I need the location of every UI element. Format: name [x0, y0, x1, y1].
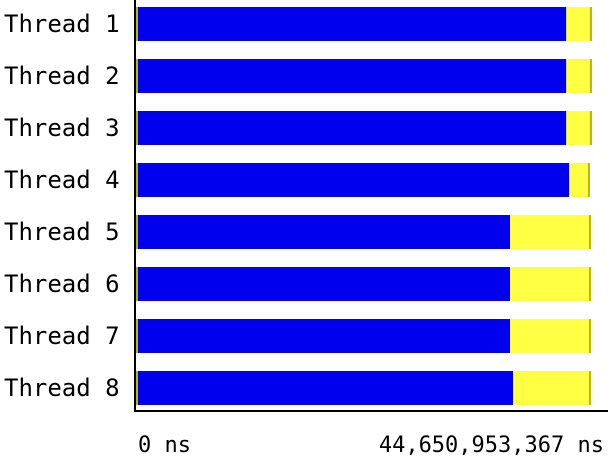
- row-end-marker: [588, 267, 591, 301]
- thread-label: Thread 1: [4, 10, 120, 38]
- busy-segment-bar: [136, 215, 511, 249]
- busy-segment-bar: [136, 163, 570, 197]
- row-start-marker: [136, 111, 138, 145]
- row-end-marker: [588, 371, 591, 405]
- row-start-marker: [136, 215, 138, 249]
- thread-row: Thread 2: [4, 59, 592, 93]
- thread-rows: Thread 1 Thread 2 Thread 3 Thread 4 Thread 5…: [4, 7, 592, 405]
- idle-segment-bar: [566, 111, 592, 145]
- thread-label: Thread 2: [4, 62, 120, 90]
- row-end-marker: [588, 215, 591, 249]
- row-end-marker: [589, 7, 592, 41]
- thread-label: Thread 6: [4, 270, 120, 298]
- x-tick-label-end: 44,650,953,367 ns: [379, 433, 604, 458]
- thread-row: Thread 3: [4, 111, 592, 145]
- busy-segment-bar: [136, 111, 567, 145]
- thread-label: Thread 7: [4, 322, 120, 350]
- idle-segment-bar: [510, 215, 591, 249]
- thread-label: Thread 5: [4, 218, 120, 246]
- row-start-marker: [136, 267, 138, 301]
- thread-row: Thread 5: [4, 215, 591, 249]
- row-end-marker: [589, 59, 592, 93]
- idle-segment-bar: [510, 319, 591, 353]
- idle-segment-bar: [566, 59, 592, 93]
- row-start-marker: [136, 7, 138, 41]
- idle-segment-bar: [513, 371, 591, 405]
- busy-segment-bar: [136, 371, 514, 405]
- thread-label: Thread 8: [4, 374, 120, 402]
- x-tick-label-start: 0 ns: [138, 433, 191, 458]
- idle-segment-bar: [569, 163, 590, 197]
- row-end-marker: [587, 163, 590, 197]
- thread-row: Thread 8: [4, 371, 591, 405]
- busy-segment-bar: [136, 7, 567, 41]
- thread-row: Thread 6: [4, 267, 591, 301]
- row-end-marker: [589, 111, 592, 145]
- idle-segment-bar: [510, 267, 591, 301]
- busy-segment-bar: [136, 267, 511, 301]
- busy-segment-bar: [136, 59, 567, 93]
- row-start-marker: [136, 371, 138, 405]
- busy-segment-bar: [136, 319, 511, 353]
- thread-row: Thread 4: [4, 163, 590, 197]
- thread-row: Thread 7: [4, 319, 591, 353]
- thread-label: Thread 4: [4, 166, 120, 194]
- row-start-marker: [136, 59, 138, 93]
- idle-segment-bar: [566, 7, 592, 41]
- row-start-marker: [136, 163, 138, 197]
- thread-label: Thread 3: [4, 114, 120, 142]
- row-end-marker: [588, 319, 591, 353]
- thread-row: Thread 1: [4, 7, 592, 41]
- row-start-marker: [136, 319, 138, 353]
